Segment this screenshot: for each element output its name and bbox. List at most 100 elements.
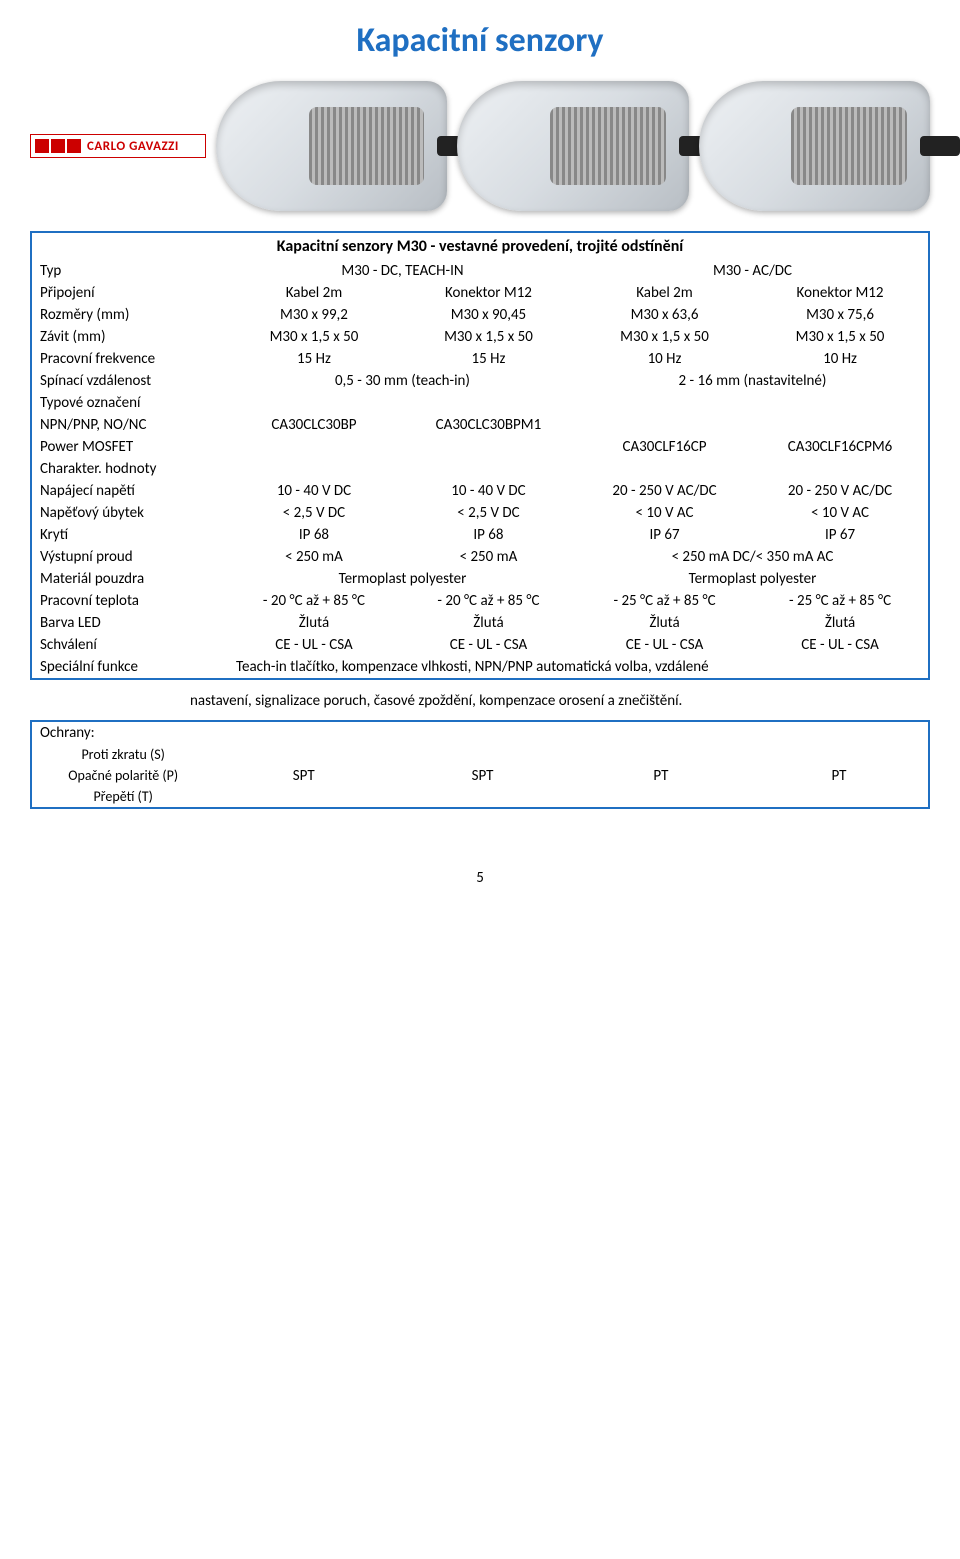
row-typove: Typové označení xyxy=(31,392,929,414)
label: Typové označení xyxy=(31,392,228,414)
row-led: Barva LED Žlutá Žlutá Žlutá Žlutá xyxy=(31,612,929,634)
spec-table: Kapacitní senzory M30 - vestavné provede… xyxy=(30,231,930,680)
logo-strip: CARLO GAVAZZI xyxy=(30,134,206,158)
label: Napěťový úbytek xyxy=(31,502,228,524)
cell: CE - UL - CSA xyxy=(228,634,400,656)
page-number: 5 xyxy=(0,839,960,907)
cell: CA30CLC30BP xyxy=(228,414,400,436)
cell: - 25 °C až + 85 °C xyxy=(577,590,752,612)
cell: CE - UL - CSA xyxy=(577,634,752,656)
label: Připojení xyxy=(31,282,228,304)
protection-table: Ochrany: Proti zkratu (S) SPT SPT PT PT … xyxy=(30,720,930,809)
cell: CA30CLC30BPM1 xyxy=(400,414,577,436)
row-napajeci: Napájecí napětí 10 - 40 V DC 10 - 40 V D… xyxy=(31,480,929,502)
cell: M30 x 1,5 x 50 xyxy=(400,326,577,348)
label: Závit (mm) xyxy=(31,326,228,348)
cell: < 10 V AC xyxy=(752,502,929,524)
cell: < 2,5 V DC xyxy=(400,502,577,524)
cell: 10 - 40 V DC xyxy=(400,480,577,502)
cell: Konektor M12 xyxy=(400,282,577,304)
cell: Žlutá xyxy=(577,612,752,634)
sensor-photo-2 xyxy=(457,81,688,211)
label: Pracovní frekvence xyxy=(31,348,228,370)
label: Schválení xyxy=(31,634,228,656)
table-caption: Kapacitní senzory M30 - vestavné provede… xyxy=(31,232,929,260)
cell: M30 - DC, TEACH-IN xyxy=(228,260,577,282)
cell: M30 x 99,2 xyxy=(228,304,400,326)
cell: < 250 mA xyxy=(228,546,400,568)
cell: 15 Hz xyxy=(228,348,400,370)
row-proud: Výstupní proud < 250 mA < 250 mA < 250 m… xyxy=(31,546,929,568)
cell: M30 x 90,45 xyxy=(400,304,577,326)
label: Napájecí napětí xyxy=(31,480,228,502)
label: Spínací vzdálenost xyxy=(31,370,228,392)
label: NPN/PNP, NO/NC xyxy=(31,414,228,436)
label: Materiál pouzdra xyxy=(31,568,228,590)
header-images: CARLO GAVAZZI xyxy=(0,71,960,231)
label: Rozměry (mm) xyxy=(31,304,228,326)
cell: M30 - AC/DC xyxy=(577,260,929,282)
cell: 10 - 40 V DC xyxy=(228,480,400,502)
logo-text: CARLO GAVAZZI xyxy=(87,139,179,154)
cell: Termoplast polyester xyxy=(577,568,929,590)
label: Typ xyxy=(31,260,228,282)
label: Výstupní proud xyxy=(31,546,228,568)
cell: CE - UL - CSA xyxy=(400,634,577,656)
row-frekvence: Pracovní frekvence 15 Hz 15 Hz 10 Hz 10 … xyxy=(31,348,929,370)
protection-cell: SPT xyxy=(214,744,393,808)
cell: Žlutá xyxy=(752,612,929,634)
cell: CA30CLF16CPM6 xyxy=(752,436,929,458)
cell: < 10 V AC xyxy=(577,502,752,524)
brand-logo: CARLO GAVAZZI xyxy=(30,134,206,158)
cell: Konektor M12 xyxy=(752,282,929,304)
protection-row-2: Opačné polaritě (P) xyxy=(31,765,214,786)
cell: CE - UL - CSA xyxy=(752,634,929,656)
row-funkce: Speciální funkce Teach-in tlačítko, komp… xyxy=(31,656,929,679)
page-title: Kapacitní senzory xyxy=(0,0,960,71)
row-teplota: Pracovní teplota - 20 °C až + 85 °C - 20… xyxy=(31,590,929,612)
cell: Teach-in tlačítko, kompenzace vlhkosti, … xyxy=(228,656,929,679)
cell: IP 68 xyxy=(228,524,400,546)
protection-row-1: Proti zkratu (S) xyxy=(31,744,214,765)
cell: < 250 mA xyxy=(400,546,577,568)
row-rozmery: Rozměry (mm) M30 x 99,2 M30 x 90,45 M30 … xyxy=(31,304,929,326)
protection-cell: PT xyxy=(572,744,750,808)
label: Barva LED xyxy=(31,612,228,634)
cell: M30 x 1,5 x 50 xyxy=(577,326,752,348)
sensor-photo-3 xyxy=(699,81,930,211)
cell: Kabel 2m xyxy=(228,282,400,304)
protection-cell: PT xyxy=(750,744,929,808)
cell: 2 - 16 mm (nastavitelné) xyxy=(577,370,929,392)
row-zavit: Závit (mm) M30 x 1,5 x 50 M30 x 1,5 x 50… xyxy=(31,326,929,348)
cell: 10 Hz xyxy=(577,348,752,370)
cell: < 250 mA DC/< 350 mA AC xyxy=(577,546,929,568)
cell: M30 x 1,5 x 50 xyxy=(228,326,400,348)
cell: Termoplast polyester xyxy=(228,568,577,590)
cell: IP 67 xyxy=(577,524,752,546)
cell: CA30CLF16CP xyxy=(577,436,752,458)
row-npn: NPN/PNP, NO/NC CA30CLC30BP CA30CLC30BPM1 xyxy=(31,414,929,436)
protection-head: Ochrany: xyxy=(31,721,214,744)
label: Pracovní teplota xyxy=(31,590,228,612)
cell: 10 Hz xyxy=(752,348,929,370)
cell: - 25 °C až + 85 °C xyxy=(752,590,929,612)
cell: Kabel 2m xyxy=(577,282,752,304)
cell: 0,5 - 30 mm (teach-in) xyxy=(228,370,577,392)
row-ubytek: Napěťový úbytek < 2,5 V DC < 2,5 V DC < … xyxy=(31,502,929,524)
table-footnote: nastavení, signalizace poruch, časové zp… xyxy=(0,690,960,720)
cell: M30 x 75,6 xyxy=(752,304,929,326)
cell: M30 x 63,6 xyxy=(577,304,752,326)
cell: IP 68 xyxy=(400,524,577,546)
row-mosfet: Power MOSFET CA30CLF16CP CA30CLF16CPM6 xyxy=(31,436,929,458)
cell: Žlutá xyxy=(400,612,577,634)
cell: < 2,5 V DC xyxy=(228,502,400,524)
row-charakter: Charakter. hodnoty xyxy=(31,458,929,480)
row-vzdalenost: Spínací vzdálenost 0,5 - 30 mm (teach-in… xyxy=(31,370,929,392)
cell: 20 - 250 V AC/DC xyxy=(577,480,752,502)
row-typ: Typ M30 - DC, TEACH-IN M30 - AC/DC xyxy=(31,260,929,282)
cell: IP 67 xyxy=(752,524,929,546)
row-material: Materiál pouzdra Termoplast polyester Te… xyxy=(31,568,929,590)
label: Power MOSFET xyxy=(31,436,228,458)
sensor-photo-1 xyxy=(216,81,447,211)
label: Charakter. hodnoty xyxy=(31,458,228,480)
